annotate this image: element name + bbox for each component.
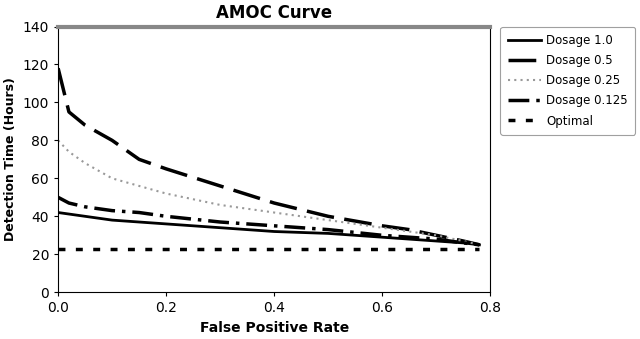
Dosage 0.25 xyxy=(81,161,89,165)
Dosage 0.125 xyxy=(270,224,278,228)
Legend: Dosage 1.0, Dosage 0.5, Dosage 0.25, Dosage 0.125, Optimal: Dosage 1.0, Dosage 0.5, Dosage 0.25, Dos… xyxy=(500,27,635,135)
Title: AMOC Curve: AMOC Curve xyxy=(216,4,332,22)
Dosage 0.5 xyxy=(378,224,386,228)
Dosage 0.25 xyxy=(460,239,467,243)
Dosage 0.25 xyxy=(65,150,73,154)
Dosage 0.25 xyxy=(108,176,116,180)
Dosage 0.25 xyxy=(54,138,62,142)
Dosage 1.0 xyxy=(270,230,278,234)
Dosage 0.5 xyxy=(270,201,278,205)
Dosage 0.5 xyxy=(433,233,440,237)
Dosage 0.25 xyxy=(433,233,440,237)
Dosage 1.0 xyxy=(378,235,386,239)
Dosage 1.0 xyxy=(163,222,170,226)
Dosage 0.5 xyxy=(135,157,143,161)
Dosage 0.5 xyxy=(405,227,413,232)
Dosage 0.125 xyxy=(476,243,483,247)
Dosage 0.125 xyxy=(378,233,386,237)
Dosage 0.125 xyxy=(324,227,332,232)
Dosage 0.125 xyxy=(433,237,440,241)
Dosage 0.5 xyxy=(216,184,224,188)
Dosage 0.5 xyxy=(65,110,73,114)
X-axis label: False Positive Rate: False Positive Rate xyxy=(200,321,349,335)
Dosage 1.0 xyxy=(54,211,62,215)
Dosage 0.125 xyxy=(460,241,467,245)
Dosage 0.5 xyxy=(54,66,62,70)
Dosage 0.25 xyxy=(135,184,143,188)
Dosage 0.25 xyxy=(476,243,483,247)
Dosage 1.0 xyxy=(81,214,89,218)
Dosage 0.125 xyxy=(163,214,170,218)
Dosage 1.0 xyxy=(476,243,483,247)
Dosage 1.0 xyxy=(405,237,413,241)
Dosage 0.125 xyxy=(81,205,89,209)
Dosage 0.5 xyxy=(81,123,89,127)
Dosage 1.0 xyxy=(135,220,143,224)
Dosage 0.125 xyxy=(54,195,62,199)
Dosage 0.25 xyxy=(378,226,386,230)
Dosage 0.125 xyxy=(108,208,116,213)
Dosage 1.0 xyxy=(433,239,440,243)
Dosage 0.5 xyxy=(460,239,467,243)
Dosage 0.125 xyxy=(405,235,413,239)
Dosage 0.125 xyxy=(135,211,143,215)
Y-axis label: Detection Time (Hours): Detection Time (Hours) xyxy=(4,77,17,241)
Dosage 1.0 xyxy=(460,241,467,245)
Dosage 0.25 xyxy=(270,211,278,215)
Dosage 0.25 xyxy=(216,203,224,207)
Dosage 1.0 xyxy=(324,232,332,236)
Line: Dosage 1.0: Dosage 1.0 xyxy=(58,213,479,245)
Dosage 0.5 xyxy=(324,214,332,218)
Dosage 0.5 xyxy=(476,243,483,247)
Line: Dosage 0.25: Dosage 0.25 xyxy=(58,140,479,245)
Dosage 0.125 xyxy=(216,220,224,224)
Dosage 0.25 xyxy=(163,192,170,196)
Line: Dosage 0.5: Dosage 0.5 xyxy=(58,68,479,245)
Line: Dosage 0.125: Dosage 0.125 xyxy=(58,197,479,245)
Dosage 0.5 xyxy=(163,167,170,171)
Dosage 0.5 xyxy=(108,138,116,142)
Dosage 0.125 xyxy=(65,201,73,205)
Dosage 0.25 xyxy=(324,218,332,222)
Dosage 0.25 xyxy=(405,230,413,234)
Dosage 1.0 xyxy=(216,226,224,230)
Dosage 1.0 xyxy=(108,218,116,222)
